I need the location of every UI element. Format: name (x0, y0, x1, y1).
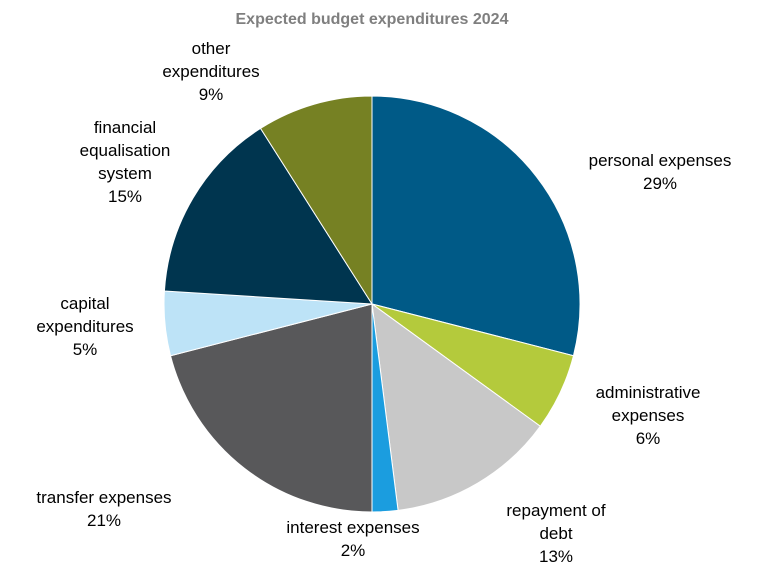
slice-label: repayment of debt 13% (506, 501, 605, 564)
slice-label: transfer expenses 21% (36, 488, 171, 530)
pie-slice-repayment-of-debt (371, 302, 541, 511)
slice-label: financial equalisation system 15% (80, 118, 171, 206)
slice-label: other expenditures 9% (162, 39, 259, 104)
pie-slice-other-expenditures (259, 95, 373, 306)
chart-title: Expected budget expenditures 2024 (236, 11, 509, 28)
slice-label: administrative expenses 6% (596, 383, 701, 448)
slice-label: capital expenditures 5% (36, 294, 133, 359)
slice-labels: personal expenses 29% administrative expens… (36, 39, 731, 564)
pie-slices (163, 95, 581, 513)
pie-slice-personal-expenses (371, 95, 581, 357)
slice-label: personal expenses 29% (589, 151, 732, 193)
slice-label: interest expenses 2% (286, 518, 419, 560)
pie-slice-financial-equalisation-system (163, 127, 373, 305)
pie-slice-transfer-expenses (169, 303, 373, 513)
